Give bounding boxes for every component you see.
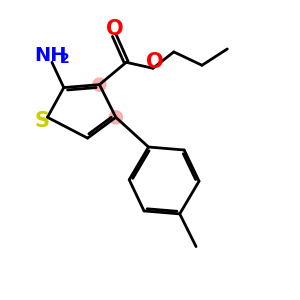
Text: O: O — [106, 19, 123, 39]
Text: S: S — [34, 111, 50, 131]
Text: NH: NH — [34, 46, 67, 65]
Text: O: O — [146, 52, 163, 72]
Circle shape — [93, 78, 106, 91]
Circle shape — [109, 111, 122, 124]
Text: 2: 2 — [59, 52, 69, 66]
